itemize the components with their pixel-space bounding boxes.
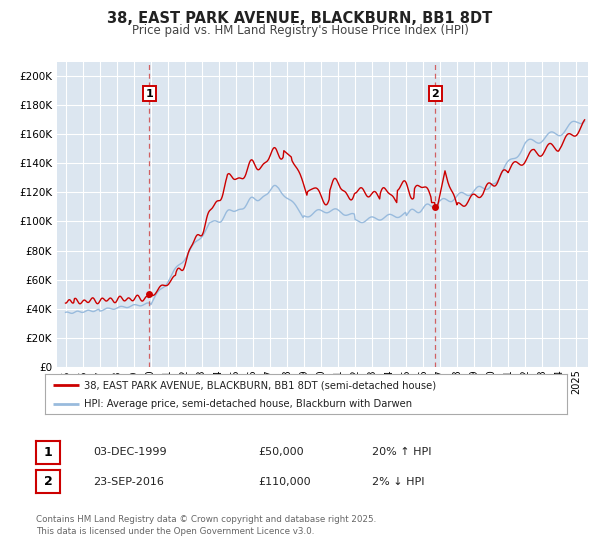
Text: £50,000: £50,000 bbox=[258, 447, 304, 458]
Text: 20% ↑ HPI: 20% ↑ HPI bbox=[372, 447, 431, 458]
Text: 23-SEP-2016: 23-SEP-2016 bbox=[93, 477, 164, 487]
Text: Contains HM Land Registry data © Crown copyright and database right 2025.
This d: Contains HM Land Registry data © Crown c… bbox=[36, 515, 376, 536]
Text: 2% ↓ HPI: 2% ↓ HPI bbox=[372, 477, 425, 487]
Text: HPI: Average price, semi-detached house, Blackburn with Darwen: HPI: Average price, semi-detached house,… bbox=[84, 399, 412, 409]
Text: 1: 1 bbox=[145, 88, 153, 99]
Text: 2: 2 bbox=[431, 88, 439, 99]
Text: £110,000: £110,000 bbox=[258, 477, 311, 487]
Text: 1: 1 bbox=[44, 446, 52, 459]
Text: Price paid vs. HM Land Registry's House Price Index (HPI): Price paid vs. HM Land Registry's House … bbox=[131, 24, 469, 37]
Text: 2: 2 bbox=[44, 475, 52, 488]
Text: 03-DEC-1999: 03-DEC-1999 bbox=[93, 447, 167, 458]
Text: 38, EAST PARK AVENUE, BLACKBURN, BB1 8DT (semi-detached house): 38, EAST PARK AVENUE, BLACKBURN, BB1 8DT… bbox=[84, 380, 436, 390]
Text: 38, EAST PARK AVENUE, BLACKBURN, BB1 8DT: 38, EAST PARK AVENUE, BLACKBURN, BB1 8DT bbox=[107, 11, 493, 26]
